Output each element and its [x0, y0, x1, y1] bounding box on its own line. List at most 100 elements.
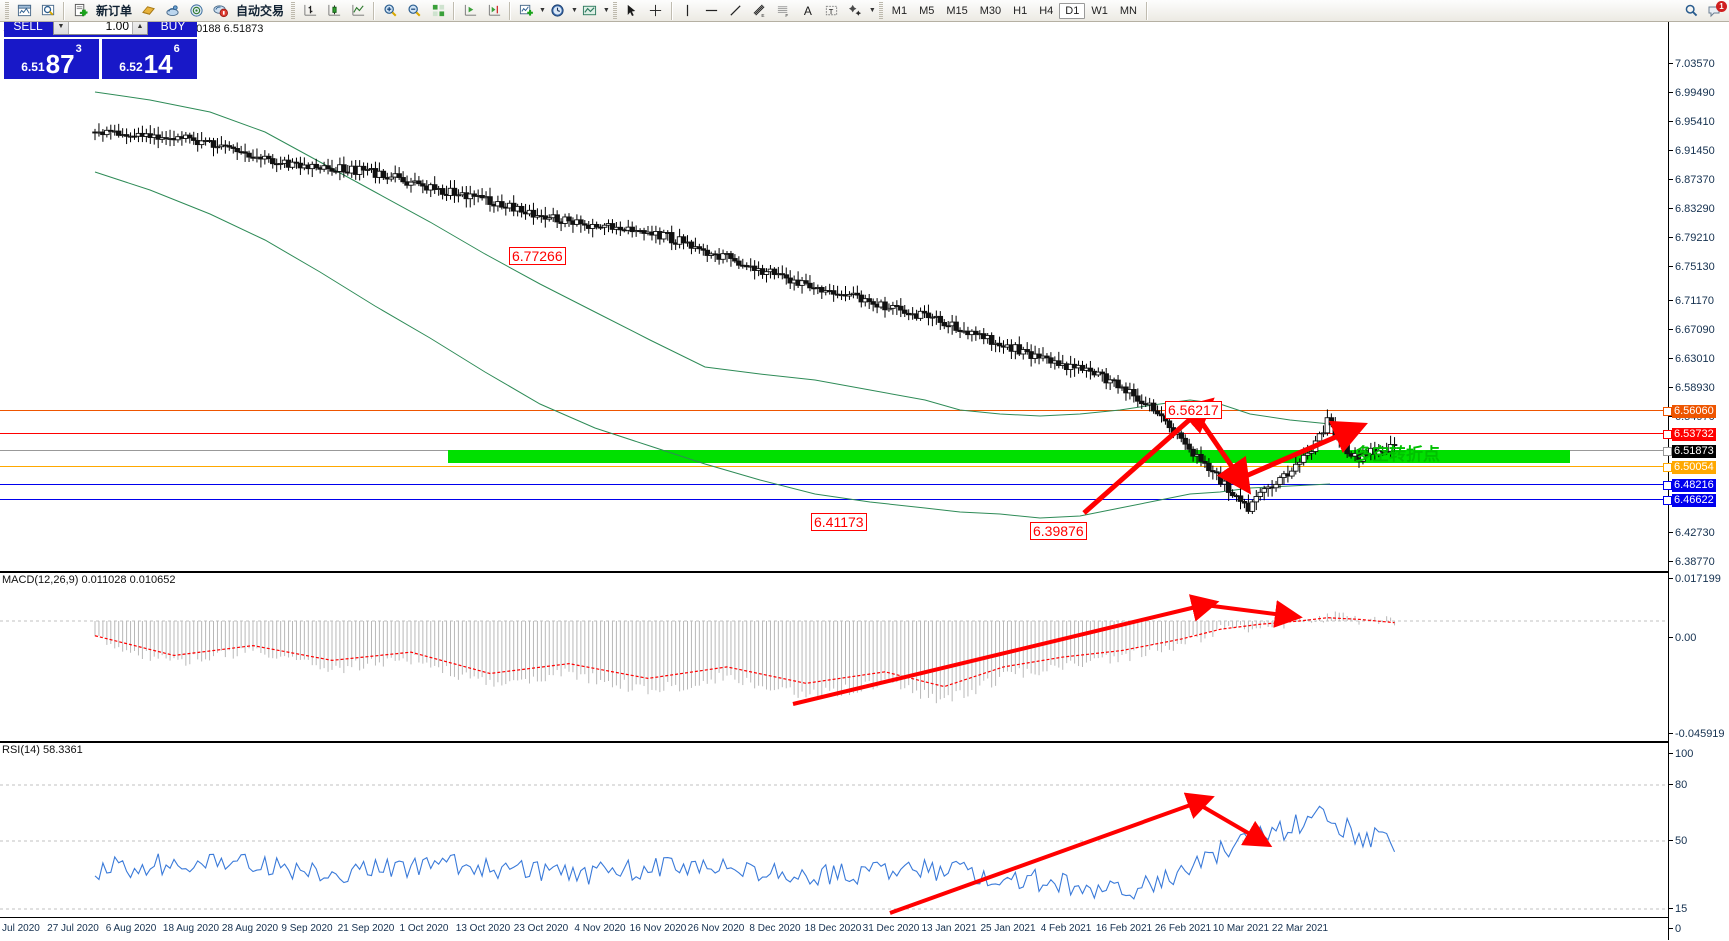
price-line-6.53732[interactable]	[0, 433, 1668, 434]
price-line-6.46622[interactable]	[0, 499, 1668, 500]
price-axis[interactable]: 7.03570 6.99490 6.95410 6.91450 6.87370 6.832…	[1663, 22, 1729, 940]
equidistant-channel-icon[interactable]: E	[748, 1, 772, 21]
price-pane[interactable]: 6.77266 6.41173 6.39876 6.56217 多空转折点	[0, 22, 1668, 572]
price-line-handle[interactable]	[1663, 496, 1672, 505]
price-line-6.56060[interactable]	[0, 410, 1668, 411]
volume-input[interactable]: 1.00	[105, 19, 129, 33]
rsi-plot	[0, 784, 1668, 915]
timeframe-H1[interactable]: H1	[1013, 4, 1028, 17]
new-order-button[interactable]: 新订单	[96, 4, 133, 18]
sell-button[interactable]: SELL	[13, 19, 43, 33]
timeframe-W1[interactable]: W1	[1091, 4, 1108, 17]
price-badge[interactable]: 6.50054	[1672, 461, 1716, 474]
time-tick: 26 Nov 2020	[687, 923, 745, 934]
time-tick: 8 Dec 2020	[749, 923, 801, 934]
auto-scroll-icon[interactable]	[482, 1, 506, 21]
price-annotation-6.77266[interactable]: 6.77266	[509, 247, 566, 265]
crosshair-icon[interactable]	[644, 1, 668, 21]
buy-price-quote[interactable]: 6.52 14 6	[102, 39, 197, 79]
notifications-icon[interactable]: 1	[1703, 0, 1727, 21]
vertical-line-icon[interactable]	[676, 1, 700, 21]
zoom-in-icon[interactable]	[378, 1, 402, 21]
grid-icon[interactable]	[426, 1, 450, 21]
search-chart-icon[interactable]	[36, 1, 60, 21]
price-annotation-6.39876[interactable]: 6.39876	[1030, 522, 1087, 540]
price-line-handle[interactable]	[1663, 447, 1672, 456]
timeframe-D1[interactable]: D1	[1059, 2, 1086, 19]
price-badge[interactable]: 6.48216	[1672, 479, 1716, 492]
fibonacci-icon[interactable]: F	[772, 1, 796, 21]
svg-text:E: E	[762, 13, 765, 18]
volume-increment-icon[interactable]: ▲	[132, 18, 147, 34]
trendline-icon[interactable]	[724, 1, 748, 21]
price-tick: 6.71170	[1669, 295, 1714, 307]
time-tick: 6 Aug 2020	[105, 923, 157, 934]
price-tick: 6.42730	[1669, 527, 1715, 539]
macd-pane[interactable]: MACD(12,26,9) 0.011028 0.010652	[0, 572, 1668, 742]
period-dropdown-icon[interactable]: ▼	[570, 7, 578, 14]
price-annotation-6.41173[interactable]: 6.41173	[811, 513, 867, 531]
add-indicator-icon[interactable]	[514, 1, 538, 21]
templates-icon[interactable]	[578, 1, 602, 21]
price-badge[interactable]: 6.53732	[1672, 428, 1716, 441]
toolbar-grip-3[interactable]	[612, 2, 617, 19]
timeframe-M1[interactable]: M1	[891, 4, 908, 17]
horizontal-line-icon[interactable]	[700, 1, 724, 21]
volume-decrement-icon[interactable]: ▼	[54, 18, 69, 34]
timeframe-M15[interactable]: M15	[946, 4, 968, 17]
sell-price-quote[interactable]: 6.51 87 3	[4, 39, 99, 79]
price-line-handle[interactable]	[1663, 481, 1672, 490]
price-line-6.48216[interactable]	[0, 484, 1668, 485]
line-chart-icon[interactable]	[346, 1, 370, 21]
zoom-out-icon[interactable]	[402, 1, 426, 21]
rsi-pane[interactable]: RSI(14) 58.3361	[0, 742, 1668, 940]
price-line-handle[interactable]	[1663, 430, 1672, 439]
time-tick: 21 Sep 2020	[337, 923, 395, 934]
timeframe-M5[interactable]: M5	[919, 4, 935, 17]
macd-trend-arrow-2	[1204, 600, 1303, 628]
price-annotation-6.56217[interactable]: 6.56217	[1165, 401, 1222, 419]
timeframe-MN[interactable]: MN	[1119, 4, 1137, 17]
text-label-icon[interactable]: T	[820, 1, 844, 21]
text-icon[interactable]: A	[803, 3, 812, 18]
macd-tick: -0.045919	[1669, 728, 1725, 740]
autotrading-button[interactable]: 自动交易	[236, 4, 285, 18]
period-clock-icon[interactable]	[546, 1, 570, 21]
shapes-icon[interactable]	[844, 1, 868, 21]
price-badge[interactable]: 6.56060	[1672, 405, 1716, 418]
toolbar-grip[interactable]	[5, 2, 9, 19]
one-click-trading-panel[interactable]: SELL ▼ 1.00 ▲ BUY 6.51 87 3 6.52 14 6	[4, 15, 197, 79]
time-tick: 10 Mar 2021	[1212, 923, 1270, 934]
toolbar-separator-5	[670, 1, 673, 20]
turning-point-note[interactable]: 多空转折点	[1355, 445, 1440, 464]
candlestick-chart-icon[interactable]	[322, 1, 346, 21]
chart-window-icon[interactable]	[12, 1, 36, 21]
chart-area[interactable]: ▲ USDCNH-,Daily 6.50617 6.51909 6.50188 …	[0, 22, 1729, 941]
bar-chart-icon[interactable]	[298, 1, 322, 21]
price-line-handle[interactable]	[1663, 463, 1672, 472]
market-icon[interactable]	[184, 1, 208, 21]
time-axis[interactable]: 15 Jul 2020 27 Jul 2020 6 Aug 2020 18 Aug 2…	[0, 917, 1668, 941]
sell-price-pip: 3	[75, 43, 82, 55]
sell-price-prefix: 6.51	[21, 60, 45, 74]
price-tick: 6.83290	[1669, 203, 1715, 215]
shift-chart-icon[interactable]	[458, 1, 482, 21]
autotrading-icon[interactable]	[208, 1, 232, 21]
signals-icon[interactable]	[160, 1, 184, 21]
price-badge[interactable]: 6.46622	[1672, 494, 1716, 507]
price-line-handle[interactable]	[1663, 407, 1672, 416]
templates-dropdown-icon[interactable]: ▼	[602, 7, 610, 14]
timeframe-M30[interactable]: M30	[979, 4, 1002, 17]
price-badge[interactable]: 6.51873	[1672, 445, 1716, 458]
timeframe-H4[interactable]: H4	[1039, 4, 1054, 17]
price-line-6.50054[interactable]	[0, 466, 1668, 467]
toolbar-grip-4[interactable]	[878, 2, 883, 19]
shapes-dropdown-icon[interactable]: ▼	[868, 7, 876, 14]
toolbar-grip-2[interactable]	[291, 2, 296, 19]
cursor-icon[interactable]	[620, 1, 644, 21]
search-icon[interactable]	[1679, 1, 1703, 21]
buy-button[interactable]: BUY	[160, 19, 186, 33]
metaeditor-icon[interactable]	[136, 1, 160, 21]
new-order-icon[interactable]	[68, 1, 92, 21]
add-indicator-dropdown-icon[interactable]: ▼	[539, 7, 546, 14]
